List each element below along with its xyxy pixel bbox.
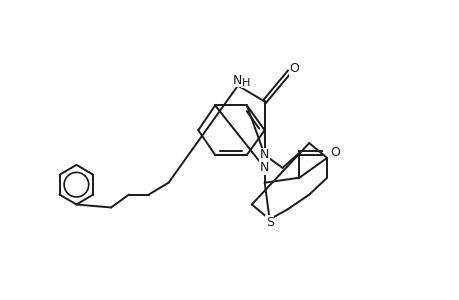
Text: H: H [241, 78, 250, 88]
Text: S: S [265, 216, 273, 229]
Text: N: N [259, 148, 269, 161]
Text: N: N [259, 161, 269, 174]
Text: O: O [289, 62, 299, 75]
Text: O: O [330, 146, 339, 160]
Text: N: N [233, 74, 242, 87]
